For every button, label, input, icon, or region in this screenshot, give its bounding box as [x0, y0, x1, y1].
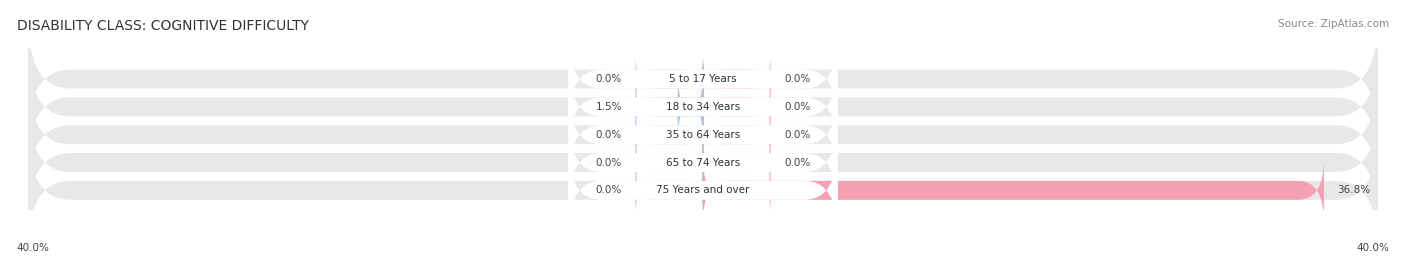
Text: 0.0%: 0.0% [596, 130, 621, 140]
Text: 40.0%: 40.0% [17, 243, 49, 253]
FancyBboxPatch shape [28, 130, 1378, 250]
FancyBboxPatch shape [678, 75, 703, 139]
Text: 1.5%: 1.5% [596, 102, 621, 112]
Text: 0.0%: 0.0% [785, 74, 810, 84]
Text: 36.8%: 36.8% [1337, 185, 1371, 195]
FancyBboxPatch shape [703, 55, 770, 103]
FancyBboxPatch shape [636, 139, 703, 186]
FancyBboxPatch shape [28, 102, 1378, 223]
FancyBboxPatch shape [703, 83, 770, 131]
FancyBboxPatch shape [636, 111, 703, 159]
Text: 35 to 64 Years: 35 to 64 Years [666, 130, 740, 140]
Text: 65 to 74 Years: 65 to 74 Years [666, 158, 740, 168]
Text: DISABILITY CLASS: COGNITIVE DIFFICULTY: DISABILITY CLASS: COGNITIVE DIFFICULTY [17, 19, 309, 33]
FancyBboxPatch shape [636, 167, 703, 214]
FancyBboxPatch shape [568, 116, 838, 209]
Text: 0.0%: 0.0% [596, 185, 621, 195]
FancyBboxPatch shape [568, 144, 838, 236]
Text: 75 Years and over: 75 Years and over [657, 185, 749, 195]
FancyBboxPatch shape [703, 111, 770, 159]
FancyBboxPatch shape [703, 167, 770, 214]
Text: 0.0%: 0.0% [785, 130, 810, 140]
FancyBboxPatch shape [28, 19, 1378, 139]
FancyBboxPatch shape [28, 75, 1378, 195]
Text: 0.0%: 0.0% [596, 74, 621, 84]
Text: 0.0%: 0.0% [785, 102, 810, 112]
Text: 0.0%: 0.0% [785, 158, 810, 168]
FancyBboxPatch shape [28, 47, 1378, 167]
Text: 18 to 34 Years: 18 to 34 Years [666, 102, 740, 112]
FancyBboxPatch shape [703, 158, 1324, 223]
Text: 40.0%: 40.0% [1357, 243, 1389, 253]
FancyBboxPatch shape [568, 89, 838, 181]
FancyBboxPatch shape [636, 55, 703, 103]
FancyBboxPatch shape [636, 83, 703, 131]
Text: 5 to 17 Years: 5 to 17 Years [669, 74, 737, 84]
FancyBboxPatch shape [568, 33, 838, 125]
FancyBboxPatch shape [568, 61, 838, 153]
FancyBboxPatch shape [703, 139, 770, 186]
Text: Source: ZipAtlas.com: Source: ZipAtlas.com [1278, 19, 1389, 29]
Text: 0.0%: 0.0% [596, 158, 621, 168]
